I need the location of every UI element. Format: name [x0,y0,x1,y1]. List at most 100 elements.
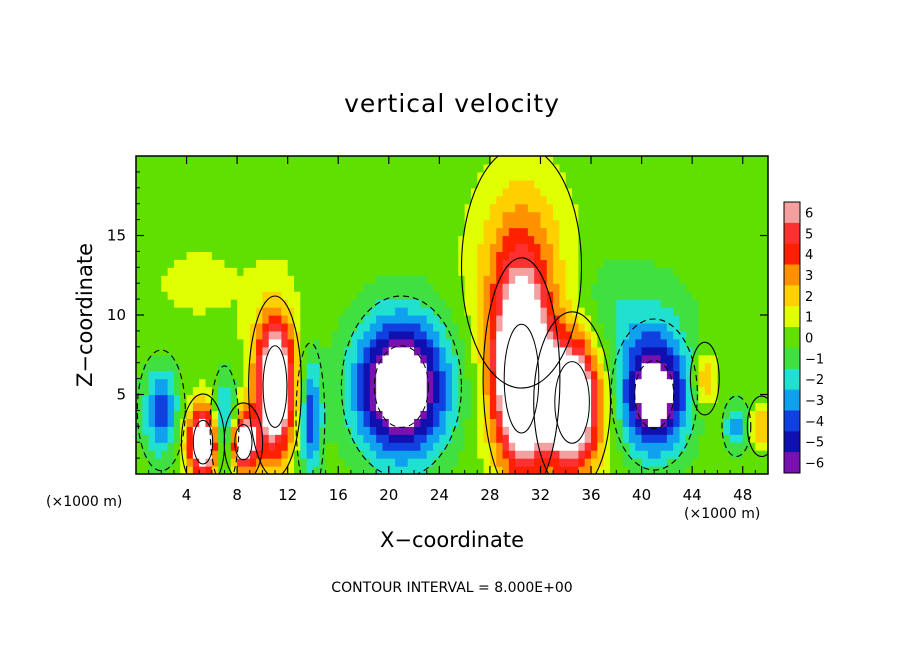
heatmap-cell [666,195,674,205]
heatmap-cell [470,171,478,181]
heatmap-cell [161,402,169,411]
heatmap-cell [470,203,478,213]
heatmap-cell [489,450,497,459]
heatmap-cell [426,315,434,324]
heatmap-cell [388,235,396,245]
heatmap-cell [628,370,636,380]
heatmap-cell [294,402,301,411]
heatmap-cell [622,466,630,474]
heatmap-cell [534,458,542,467]
heatmap-cell [515,426,523,435]
heatmap-cell [603,227,611,237]
heatmap-cell [300,156,308,165]
heatmap-cell [357,322,365,332]
heatmap-cell [628,195,636,205]
heatmap-cell [192,195,200,205]
heatmap-cell [508,211,516,221]
heatmap-cell [591,322,598,332]
heatmap-cell [508,179,516,189]
heatmap-cell [312,156,320,165]
heatmap-cell [319,458,327,467]
heatmap-cell [338,418,346,427]
heatmap-cell [496,330,504,340]
heatmap-cell [344,291,352,300]
heatmap-cell [730,466,737,474]
heatmap-cell [749,227,756,237]
heatmap-cell [275,267,282,276]
heatmap-cell [559,466,567,474]
heatmap-cell [312,362,320,372]
heatmap-cell [711,195,719,205]
heatmap-cell [262,434,270,443]
heatmap-cell [186,171,194,181]
heatmap-cell [470,362,478,372]
heatmap-cell [654,275,662,284]
heatmap-cell [136,211,143,221]
heatmap-cell [654,346,662,356]
heatmap-cell [489,179,497,189]
heatmap-cell [610,442,617,451]
heatmap-cell [559,275,567,284]
colorbar-swatch [784,306,800,328]
heatmap-cell [641,259,649,268]
heatmap-cell [717,307,725,316]
heatmap-cell [161,195,169,205]
heatmap-cell [755,171,763,181]
heatmap-cell [287,378,295,388]
heatmap-cell [496,362,504,372]
heatmap-cell [414,434,421,443]
heatmap-cell [698,187,706,197]
heatmap-cell [736,291,744,300]
heatmap-cell [249,402,257,411]
heatmap-cell [553,211,561,221]
heatmap-cell [287,370,295,380]
heatmap-cell [736,458,744,467]
heatmap-cell [262,307,270,316]
heatmap-cell [496,394,504,404]
heatmap-cell [331,219,339,229]
heatmap-cell [148,410,156,419]
heatmap-cell [597,450,605,459]
heatmap-cell [591,211,598,221]
heatmap-cell [698,394,706,404]
heatmap-cell [736,338,744,348]
heatmap-cell [426,330,434,340]
heatmap-cell [749,307,756,316]
heatmap-cell [136,219,143,229]
heatmap-cell [685,458,693,467]
heatmap-cell [749,315,756,324]
heatmap-cell [584,251,592,260]
heatmap-cell [452,442,459,451]
heatmap-cell [761,187,768,197]
heatmap-cell [199,330,207,340]
heatmap-cell [211,386,219,396]
heatmap-cell [306,211,314,221]
heatmap-cell [275,354,282,364]
heatmap-cell [230,291,238,300]
heatmap-cell [452,402,459,411]
heatmap-cell [483,259,491,268]
heatmap-cell [527,410,535,419]
heatmap-cell [673,362,681,372]
heatmap-cell [300,235,308,245]
heatmap-cell [294,299,301,308]
heatmap-cell [666,299,674,308]
contour-line [234,424,253,461]
heatmap-cell [483,442,491,451]
heatmap-cell [173,394,181,404]
heatmap-cell [464,283,472,292]
heatmap-cell [470,315,478,324]
heatmap-cell [464,203,472,213]
heatmap-cell [186,203,194,213]
heatmap-cell [420,251,428,260]
heatmap-cell [515,338,523,348]
heatmap-cell [420,442,428,451]
heatmap-cell [325,442,333,451]
heatmap-cell [376,322,384,332]
heatmap-cell [357,315,365,324]
heatmap-cell [445,434,453,443]
heatmap-cell [148,275,156,284]
heatmap-cell [243,410,251,419]
heatmap-cell [641,315,649,324]
heatmap-cell [616,410,624,419]
